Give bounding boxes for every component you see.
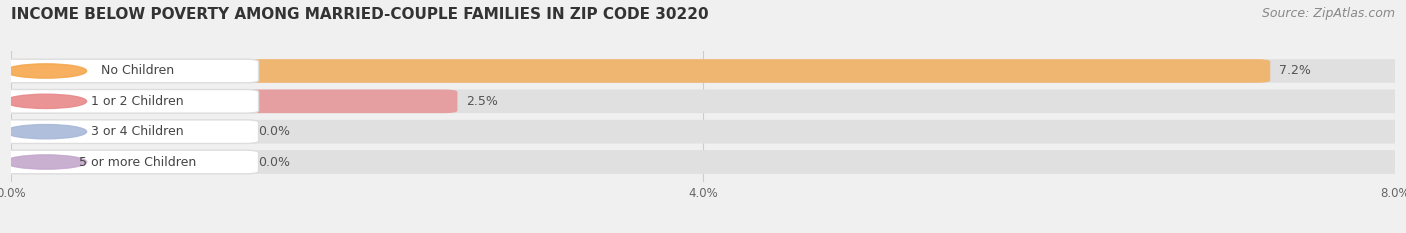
Text: No Children: No Children xyxy=(101,65,174,78)
Text: 1 or 2 Children: 1 or 2 Children xyxy=(91,95,184,108)
Text: 0.0%: 0.0% xyxy=(259,155,291,168)
Circle shape xyxy=(6,124,87,139)
FancyBboxPatch shape xyxy=(0,59,1406,83)
FancyBboxPatch shape xyxy=(0,59,259,83)
Text: 2.5%: 2.5% xyxy=(465,95,498,108)
FancyBboxPatch shape xyxy=(0,89,1406,113)
Text: 5 or more Children: 5 or more Children xyxy=(79,155,195,168)
Text: 3 or 4 Children: 3 or 4 Children xyxy=(91,125,184,138)
Text: 0.0%: 0.0% xyxy=(259,125,291,138)
Text: Source: ZipAtlas.com: Source: ZipAtlas.com xyxy=(1261,7,1395,20)
Text: 7.2%: 7.2% xyxy=(1279,65,1310,78)
Text: INCOME BELOW POVERTY AMONG MARRIED-COUPLE FAMILIES IN ZIP CODE 30220: INCOME BELOW POVERTY AMONG MARRIED-COUPL… xyxy=(11,7,709,22)
FancyBboxPatch shape xyxy=(0,120,1406,144)
FancyBboxPatch shape xyxy=(0,150,259,174)
FancyBboxPatch shape xyxy=(0,150,1406,174)
FancyBboxPatch shape xyxy=(0,150,69,174)
FancyBboxPatch shape xyxy=(0,59,1270,83)
Circle shape xyxy=(6,64,87,78)
Circle shape xyxy=(6,94,87,109)
FancyBboxPatch shape xyxy=(0,120,69,144)
FancyBboxPatch shape xyxy=(0,89,259,113)
FancyBboxPatch shape xyxy=(0,120,259,144)
Circle shape xyxy=(6,155,87,169)
FancyBboxPatch shape xyxy=(0,89,457,113)
